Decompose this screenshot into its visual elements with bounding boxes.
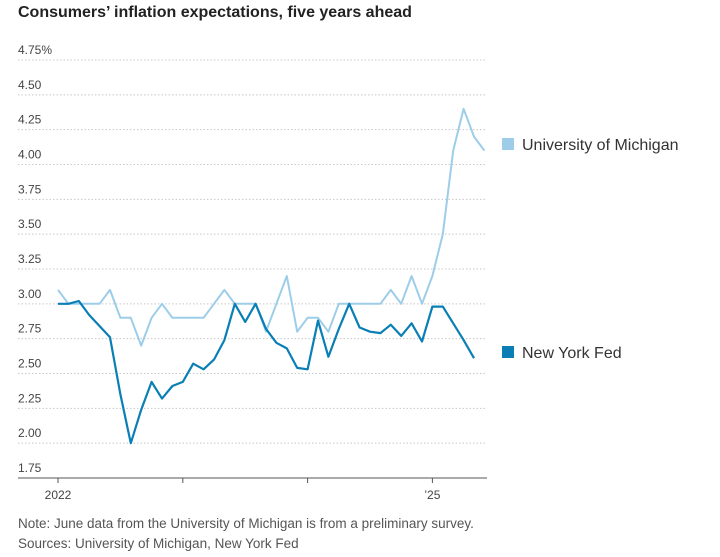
y-tick-label: 2.50 xyxy=(18,357,42,371)
legend-swatch xyxy=(502,346,514,358)
legend: University of Michigan New York Fed xyxy=(502,137,679,362)
x-axis: 2022 ’25 xyxy=(18,477,487,502)
y-tick-label: 4.50 xyxy=(18,78,42,92)
y-tick-label: 2.25 xyxy=(18,391,42,405)
y-tick-label: 4.75% xyxy=(18,43,52,57)
y-tick-label: 1.75 xyxy=(18,461,42,475)
y-tick-label: 3.25 xyxy=(18,252,42,266)
legend-label: New York Fed xyxy=(522,345,622,362)
x-tick-label: ’25 xyxy=(424,488,440,502)
y-tick-label: 4.00 xyxy=(18,148,42,162)
series-line xyxy=(58,299,475,445)
y-axis-tick-labels: 1.75 2.00 2.25 2.50 2.75 3.00 3.25 3.50 3.75 4.00… xyxy=(18,43,52,475)
y-tick-label: 3.50 xyxy=(18,217,42,231)
y-tick-label: 2.75 xyxy=(18,322,42,336)
x-tick-label: 2022 xyxy=(45,488,72,502)
y-tick-label: 2.00 xyxy=(18,426,42,440)
legend-swatch xyxy=(502,138,514,150)
y-tick-label: 3.00 xyxy=(18,287,42,301)
y-tick-label: 3.75 xyxy=(18,182,42,196)
chart-source: Sources: University of Michigan, New Yor… xyxy=(18,536,299,551)
legend-label: University of Michigan xyxy=(522,137,679,154)
series-line xyxy=(57,107,486,347)
chart-title: Consumers’ inflation expectations, five … xyxy=(18,4,412,21)
y-tick-label: 4.25 xyxy=(18,113,42,127)
chart-plot-area: 1.75 2.00 2.25 2.50 2.75 3.00 3.25 3.50 3.75 4.00… xyxy=(18,43,679,502)
series-lines xyxy=(57,107,486,445)
chart-note: Note: June data from the University of M… xyxy=(18,516,474,531)
grid-lines xyxy=(18,59,487,444)
